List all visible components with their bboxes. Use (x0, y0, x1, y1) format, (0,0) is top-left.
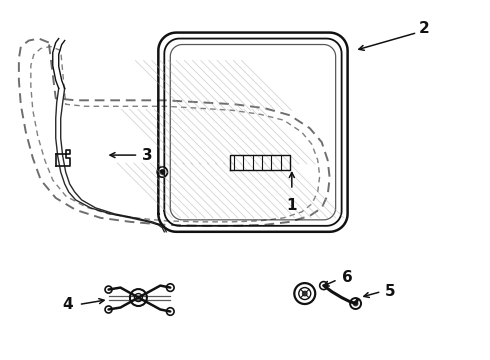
Text: 4: 4 (62, 297, 73, 312)
Circle shape (303, 291, 307, 296)
Text: 3: 3 (143, 148, 153, 163)
Circle shape (137, 296, 140, 299)
Circle shape (353, 301, 358, 306)
Text: 2: 2 (419, 21, 430, 36)
Text: 5: 5 (385, 284, 395, 299)
Text: 1: 1 (287, 198, 297, 213)
Text: 6: 6 (342, 270, 352, 285)
Circle shape (160, 170, 165, 174)
